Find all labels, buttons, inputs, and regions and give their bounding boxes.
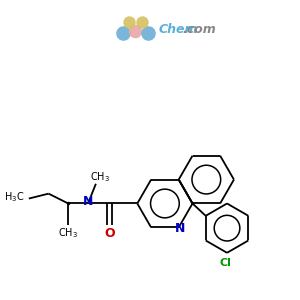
Text: O: O [104,226,115,240]
Text: Chem: Chem [159,23,199,36]
Point [120,30,125,35]
Text: Cl: Cl [219,258,231,268]
Point [140,20,145,24]
Text: .com: .com [183,23,216,36]
Text: CH$_3$: CH$_3$ [58,226,78,240]
Point [146,30,151,35]
Text: CH$_3$: CH$_3$ [90,170,110,184]
Text: N: N [83,195,93,208]
Text: H$_3$C: H$_3$C [4,191,24,205]
Point [127,20,132,24]
Point [133,28,138,33]
Text: N: N [175,222,185,235]
